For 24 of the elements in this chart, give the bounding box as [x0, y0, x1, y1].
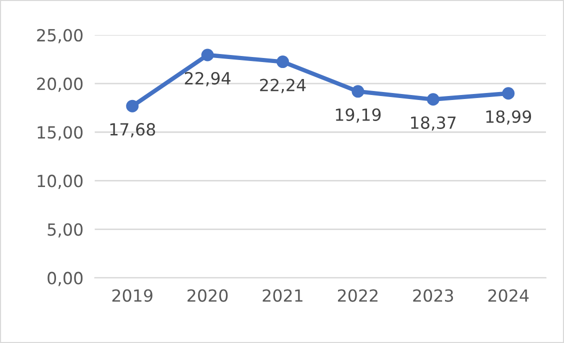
y-tick-label: 15,00	[38, 126, 83, 140]
data-label: 22,94	[184, 72, 230, 86]
point	[276, 56, 289, 68]
x-tick-label: 2024	[488, 289, 529, 302]
data-label: 22,24	[260, 78, 306, 94]
point	[352, 85, 364, 98]
data-label: 19,19	[336, 108, 381, 123]
y-tick-label: 25,00	[37, 28, 83, 44]
y-tick-label: 0,00	[48, 272, 83, 286]
x-tick-label: 2020	[188, 289, 228, 302]
point	[426, 93, 440, 106]
data-label: 17,68	[110, 123, 156, 138]
y-tick-label: 10,00	[38, 174, 83, 189]
x-tick-label: 2021	[262, 289, 302, 302]
x-tick-label: 2022	[338, 289, 378, 302]
point	[502, 87, 515, 100]
y-tick-label: 20,00	[37, 78, 83, 92]
y-tick-label: 5,00	[48, 223, 83, 238]
data-label: 18,37	[411, 116, 456, 131]
point	[201, 48, 214, 62]
point	[126, 100, 139, 112]
x-tick-label: 2023	[413, 289, 454, 302]
data-label: 18,99	[486, 110, 532, 125]
x-tick-label: 2019	[112, 289, 152, 302]
